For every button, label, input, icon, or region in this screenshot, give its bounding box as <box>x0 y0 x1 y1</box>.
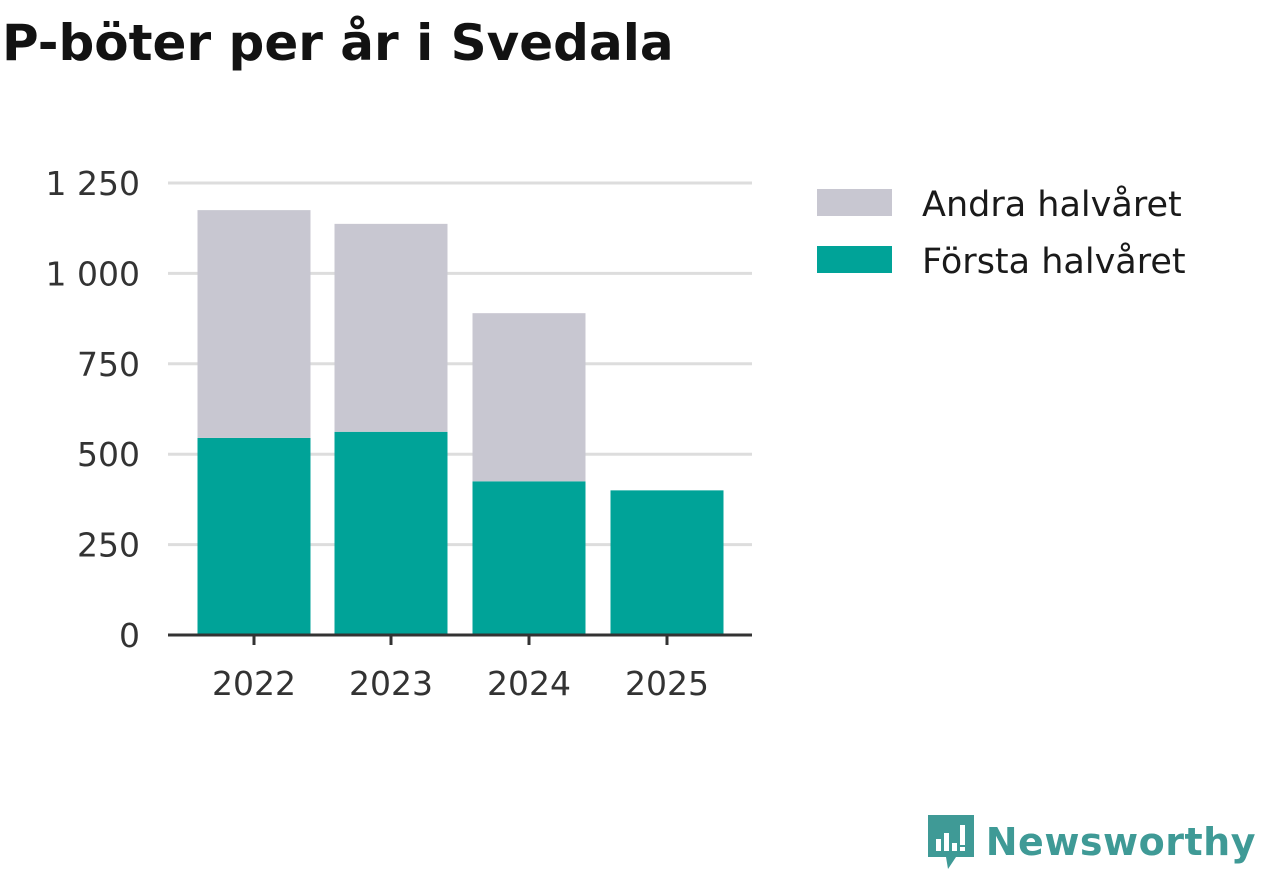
y-tick-label: 500 <box>77 435 140 474</box>
bar-andra-halvaret-2024 <box>472 313 586 482</box>
legend: Andra halvåret Första halvåret <box>817 184 1186 282</box>
x-axis-labels: 2022 2023 2024 2025 <box>212 664 709 703</box>
newsworthy-logo-icon <box>927 815 974 869</box>
brand-name: Newsworthy <box>985 820 1256 864</box>
bar-forsta-halvaret-2023 <box>334 431 448 635</box>
x-tick-label: 2025 <box>625 664 709 703</box>
legend-swatch <box>817 246 892 273</box>
bar-forsta-halvaret-2024 <box>472 481 586 635</box>
bars <box>197 210 724 635</box>
bar-forsta-halvaret-2022 <box>197 437 311 635</box>
y-tick-label: 750 <box>77 345 140 384</box>
x-axis <box>168 633 752 645</box>
chart-title: P-böter per år i Svedala <box>2 14 674 72</box>
y-tick-label: 0 <box>119 616 140 655</box>
legend-swatch <box>817 189 892 216</box>
y-tick-label: 1 250 <box>46 164 140 203</box>
bar-andra-halvaret-2023 <box>334 223 448 432</box>
bar-forsta-halvaret-2025 <box>610 490 724 635</box>
bar-andra-halvaret-2022 <box>197 210 311 438</box>
y-tick-label: 250 <box>77 526 140 565</box>
x-tick-label: 2024 <box>487 664 571 703</box>
legend-label: Andra halvåret <box>922 184 1182 225</box>
newsworthy-brand: Newsworthy <box>926 813 1256 871</box>
legend-label: Första halvåret <box>922 241 1186 282</box>
y-axis-labels: 0 250 500 750 1 000 1 250 <box>46 164 140 655</box>
y-tick-label: 1 000 <box>46 254 140 293</box>
x-tick-label: 2023 <box>349 664 433 703</box>
x-tick-label: 2022 <box>212 664 296 703</box>
